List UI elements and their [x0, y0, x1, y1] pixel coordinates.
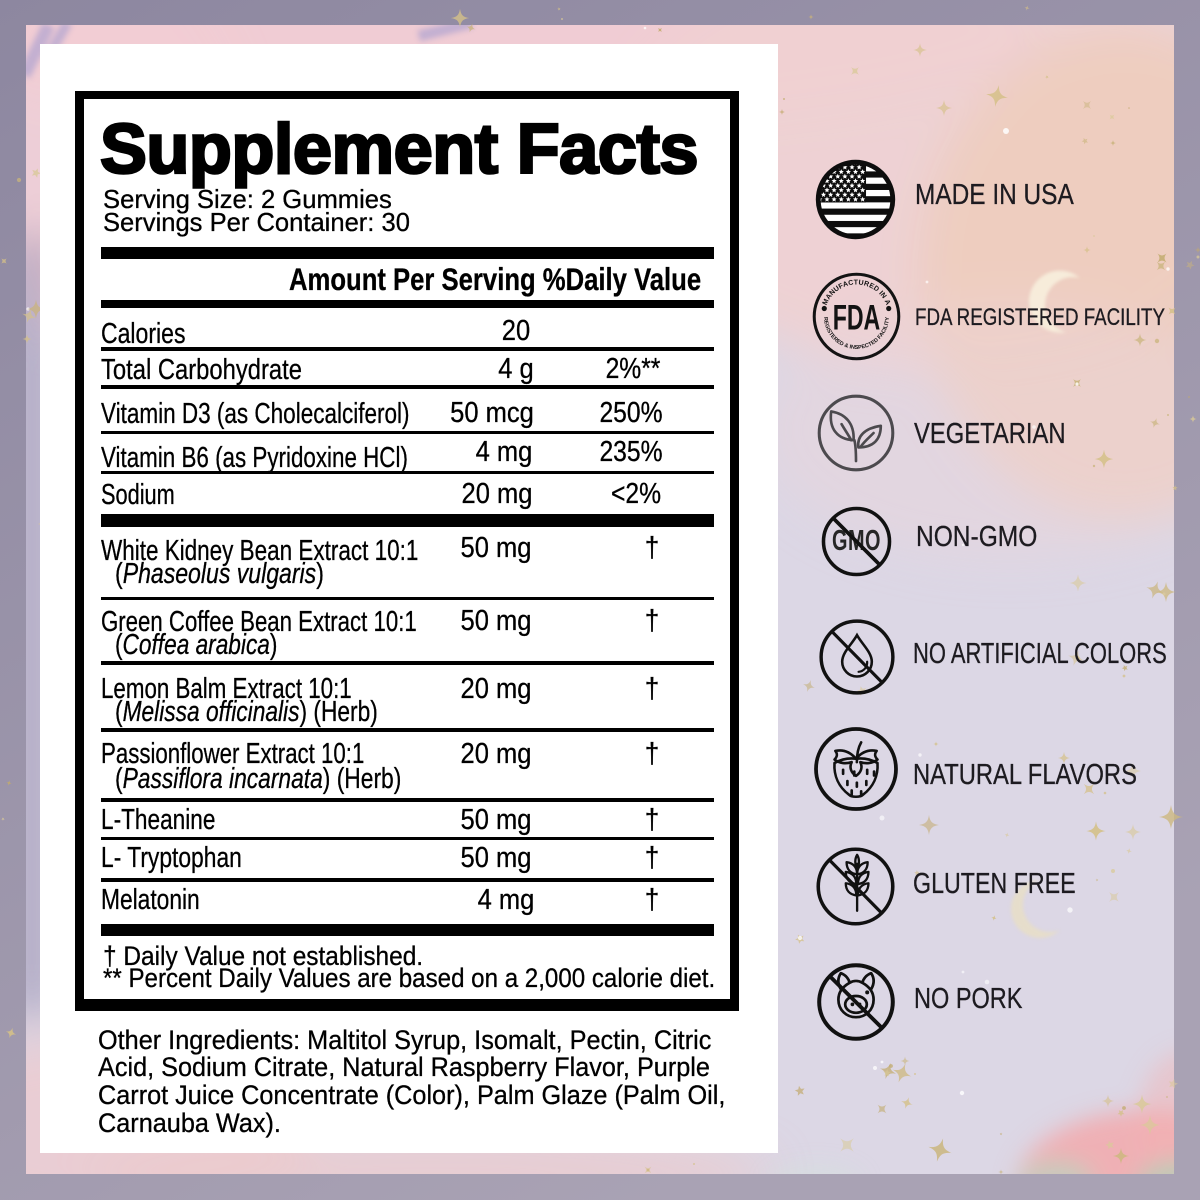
svg-text:FDA: FDA [833, 299, 881, 338]
